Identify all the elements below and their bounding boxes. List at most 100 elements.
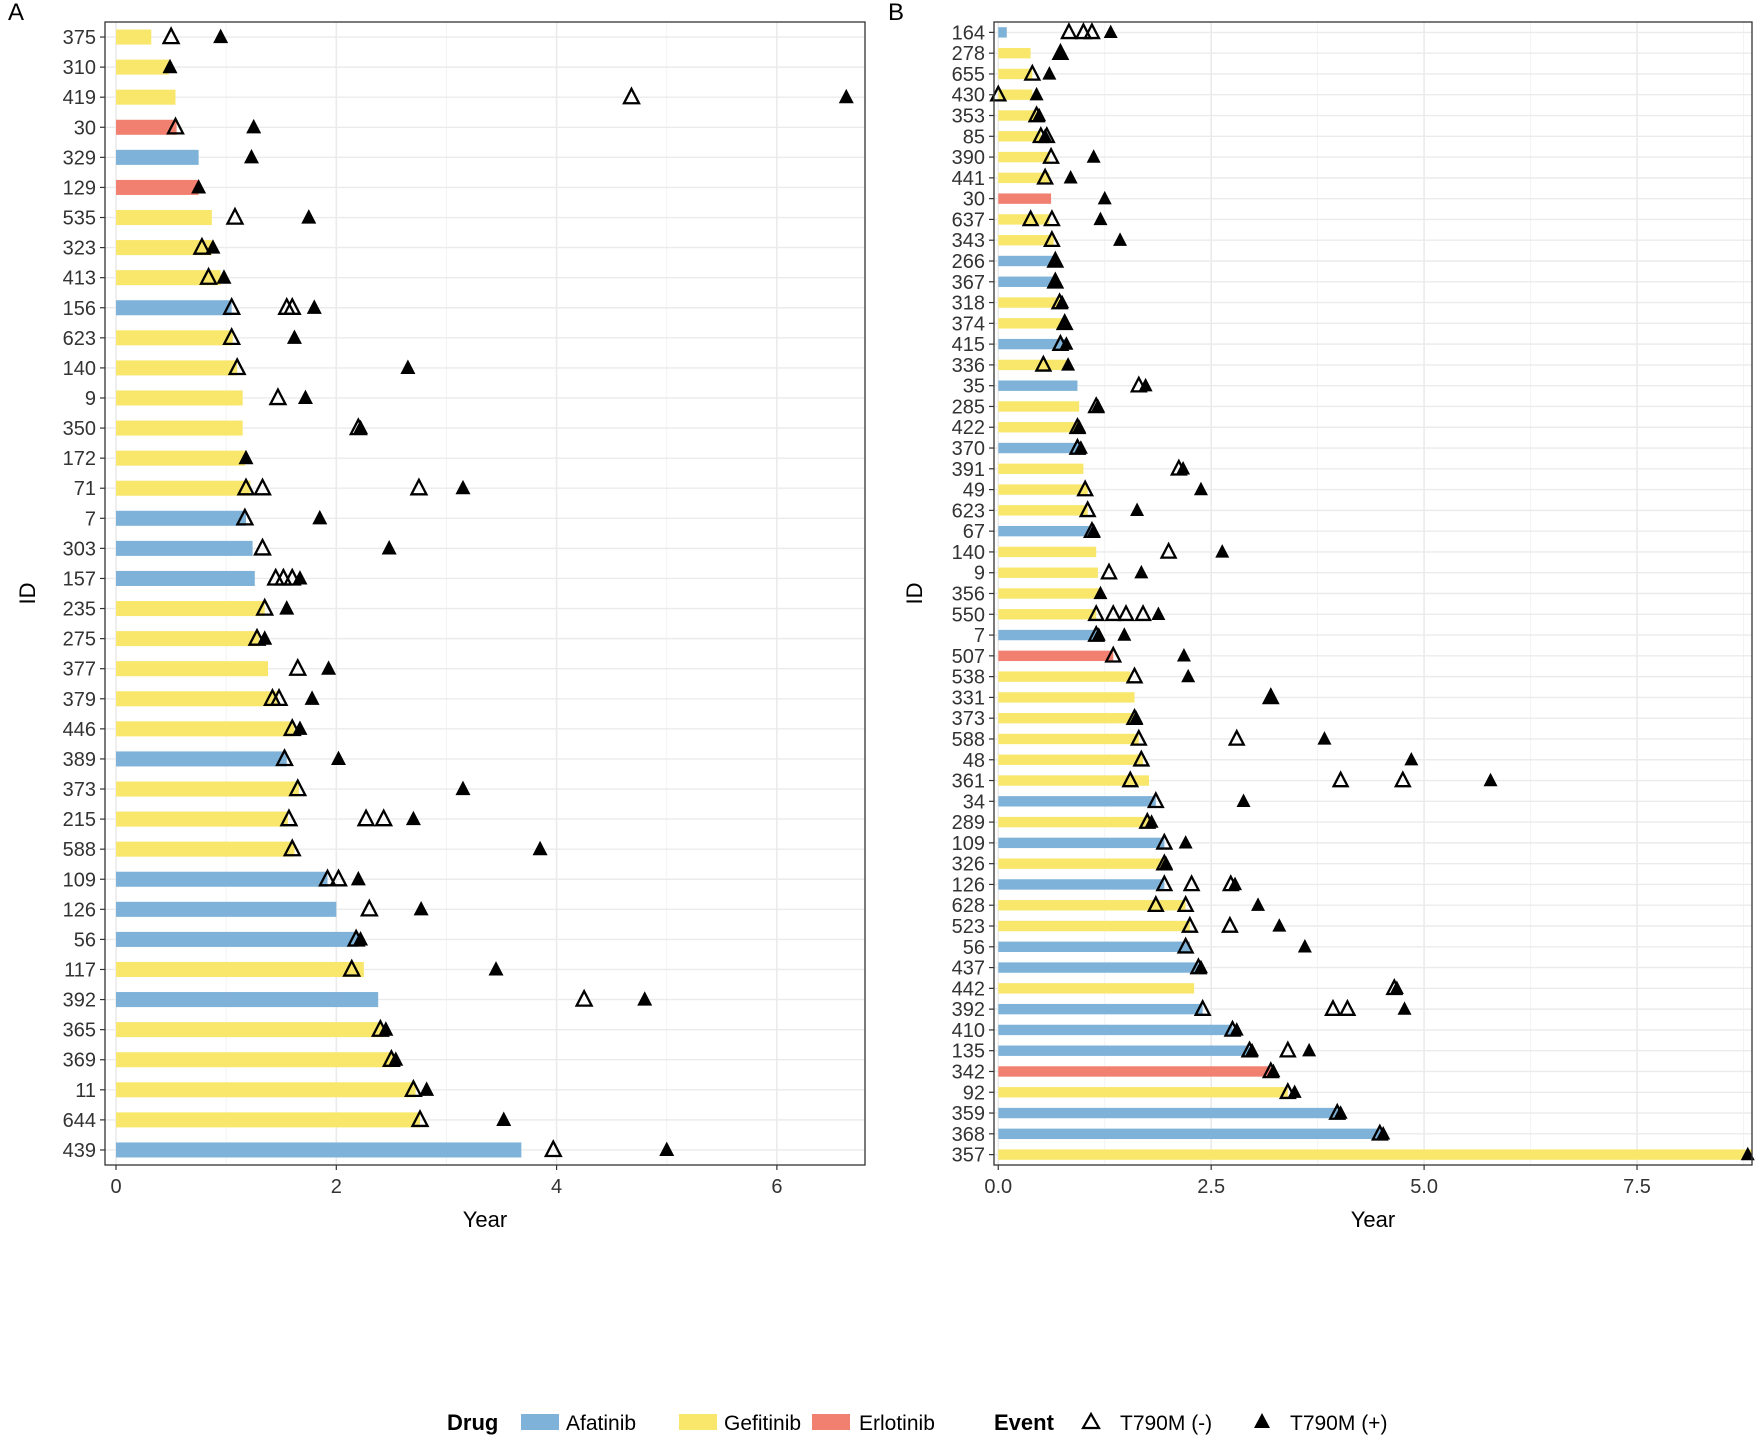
y-tick-label: 85 (963, 126, 985, 148)
marker-t790m-neg (1180, 915, 1199, 933)
y-tick-label: 535 (63, 208, 96, 230)
marker-t790m-neg (1146, 894, 1165, 913)
bar-30 (998, 193, 1052, 204)
marker-t790m-pos (1029, 86, 1044, 101)
bar-637 (998, 214, 1050, 225)
y-tick-label: 392 (63, 990, 96, 1012)
marker-t790m-pos (1103, 24, 1118, 39)
y-tick-label: 172 (63, 448, 96, 470)
legend: Drug Afatinib Gefitinib Erlotinib Event … (447, 1410, 1387, 1435)
bar-550 (998, 609, 1097, 620)
marker-t790m-pos (1073, 440, 1088, 454)
y-tick-label: 370 (952, 438, 985, 460)
marker-t790m-neg (166, 116, 185, 135)
marker-t790m-neg (1176, 936, 1195, 954)
marker-t790m-neg (318, 868, 337, 887)
marker-t790m-neg (1100, 562, 1118, 580)
bar-375 (116, 29, 152, 45)
marker-t790m-pos (1317, 731, 1332, 745)
marker-t790m-pos (838, 88, 854, 104)
marker-t790m-neg (1338, 998, 1357, 1016)
x-tick-label: 6 (771, 1176, 782, 1198)
marker-t790m-neg (1159, 541, 1178, 559)
bar-7 (998, 629, 1098, 641)
y-tick-label: 538 (952, 667, 985, 689)
bar-323 (116, 240, 212, 256)
bar-9 (116, 390, 243, 406)
bar-126 (998, 879, 1165, 890)
y-tick-label: 56 (74, 929, 96, 951)
marker-t790m-pos (301, 209, 317, 224)
marker-t790m-neg (1146, 791, 1165, 809)
bar-11 (116, 1082, 416, 1098)
marker-t790m-pos (1376, 1126, 1391, 1140)
marker-t790m-neg (199, 266, 218, 285)
marker-t790m-pos (455, 780, 471, 796)
marker-t790m-neg (1121, 770, 1140, 788)
y-tick-label: 377 (63, 659, 96, 681)
legend-t790m-pos-icon (1254, 1413, 1270, 1428)
y-tick-label: 379 (63, 689, 96, 711)
y-tick-label: 157 (63, 568, 96, 590)
y-tick-label: 373 (63, 779, 96, 801)
y-tick-label: 644 (63, 1110, 96, 1132)
marker-t790m-neg (288, 657, 308, 676)
bar-588 (116, 841, 295, 857)
y-tick-label: 235 (63, 599, 96, 621)
bar-353 (998, 110, 1037, 121)
marker-t790m-pos (1176, 648, 1191, 662)
marker-t790m-neg (1078, 500, 1097, 518)
marker-t790m-pos (388, 1051, 404, 1066)
y-tick-label: 392 (952, 999, 985, 1021)
y-tick-label: 67 (963, 521, 985, 543)
y-tick-label: 350 (63, 418, 96, 440)
marker-t790m-pos (304, 690, 320, 705)
marker-t790m-pos (381, 540, 397, 555)
bar-285 (998, 401, 1080, 412)
marker-t790m-neg (235, 507, 255, 526)
marker-t790m-pos (216, 269, 232, 284)
y-tick-label: 318 (952, 293, 985, 315)
y-tick-label: 361 (952, 771, 985, 793)
marker-t790m-neg (236, 477, 256, 496)
marker-t790m-pos (238, 449, 254, 465)
bar-415 (998, 338, 1067, 350)
marker-t790m-pos (331, 750, 347, 766)
y-tick-label: 30 (74, 117, 96, 139)
y-tick-label: 266 (952, 251, 985, 273)
x-tick-label: 5.0 (1410, 1176, 1438, 1198)
y-tick-label: 588 (952, 729, 985, 751)
marker-t790m-pos (243, 148, 259, 164)
y-tick-label: 135 (952, 1041, 985, 1063)
marker-t790m-pos (1404, 751, 1419, 766)
bar-368 (998, 1128, 1382, 1140)
marker-t790m-neg (1023, 63, 1042, 81)
bar-442 (998, 983, 1195, 994)
bar-275 (116, 631, 260, 647)
y-axis-title: ID (15, 583, 40, 605)
bar-129 (116, 179, 199, 195)
bar-446 (116, 721, 295, 737)
y-tick-label: 164 (952, 22, 985, 44)
marker-t790m-pos (1063, 170, 1078, 184)
y-tick-label: 374 (952, 313, 985, 335)
plot-frame (104, 21, 866, 1166)
bar-303 (116, 540, 253, 556)
bar-359 (998, 1107, 1339, 1119)
marker-t790m-neg (1193, 998, 1212, 1016)
bar-310 (116, 59, 169, 75)
bar-92 (998, 1087, 1288, 1098)
marker-t790m-pos (1113, 232, 1128, 246)
marker-t790m-pos (1129, 710, 1144, 724)
marker-t790m-pos (162, 58, 178, 74)
marker-t790m-pos (1287, 1084, 1302, 1098)
marker-t790m-neg (253, 477, 272, 496)
y-tick-label: 117 (64, 959, 96, 981)
marker-t790m-neg (1034, 354, 1053, 372)
marker-t790m-neg (1278, 1040, 1297, 1058)
marker-t790m-neg (1076, 479, 1095, 497)
bar-235 (116, 601, 265, 617)
bar-422 (998, 422, 1080, 433)
marker-t790m-pos (1333, 1105, 1348, 1119)
